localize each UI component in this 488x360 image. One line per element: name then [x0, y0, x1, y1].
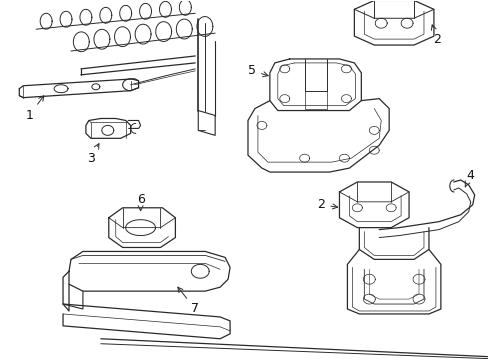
Text: 2: 2 [430, 25, 440, 46]
Text: 5: 5 [247, 64, 267, 77]
Text: 4: 4 [464, 168, 474, 187]
Text: 2: 2 [317, 198, 337, 211]
Text: 6: 6 [136, 193, 144, 211]
Text: 7: 7 [178, 287, 199, 315]
Text: 3: 3 [87, 144, 99, 165]
Text: 1: 1 [25, 96, 44, 122]
